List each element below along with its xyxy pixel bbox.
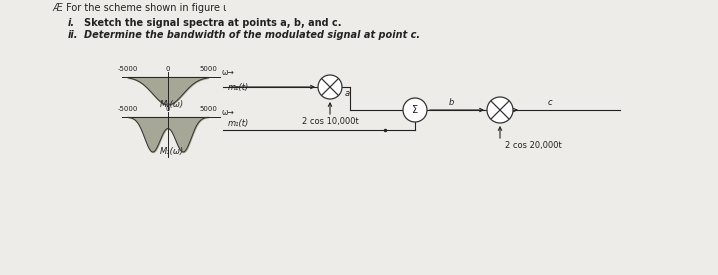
Text: -5000: -5000 [118, 106, 138, 112]
Text: M₁(ω): M₁(ω) [160, 147, 184, 156]
Text: Sketch the signal spectra at points a, b, and c.: Sketch the signal spectra at points a, b… [84, 18, 342, 28]
Text: i.: i. [68, 18, 75, 28]
Text: 2 cos 20,000t: 2 cos 20,000t [505, 141, 561, 150]
Text: m₁(t): m₁(t) [228, 119, 249, 128]
Circle shape [487, 97, 513, 123]
Text: ω→: ω→ [222, 68, 235, 77]
Text: ω→: ω→ [222, 108, 235, 117]
Text: 0: 0 [166, 66, 170, 72]
Text: 2 cos 10,000t: 2 cos 10,000t [302, 117, 358, 126]
Text: b: b [448, 98, 454, 107]
Text: Determine the bandwidth of the modulated signal at point c.: Determine the bandwidth of the modulated… [84, 30, 420, 40]
Text: 5000: 5000 [199, 66, 217, 72]
Circle shape [318, 75, 342, 99]
Text: -5000: -5000 [118, 66, 138, 72]
Text: a: a [345, 89, 350, 98]
Text: Σ: Σ [412, 105, 418, 115]
Text: 5000: 5000 [199, 106, 217, 112]
Text: Æ: Æ [52, 3, 62, 13]
Text: c: c [548, 98, 552, 107]
Text: ii.: ii. [68, 30, 78, 40]
Circle shape [403, 98, 427, 122]
Text: M₂(ω): M₂(ω) [160, 100, 184, 109]
Text: . For the scheme shown in figure ι: . For the scheme shown in figure ι [60, 3, 226, 13]
Text: 0: 0 [166, 106, 170, 112]
Text: m₂(t): m₂(t) [228, 83, 249, 92]
